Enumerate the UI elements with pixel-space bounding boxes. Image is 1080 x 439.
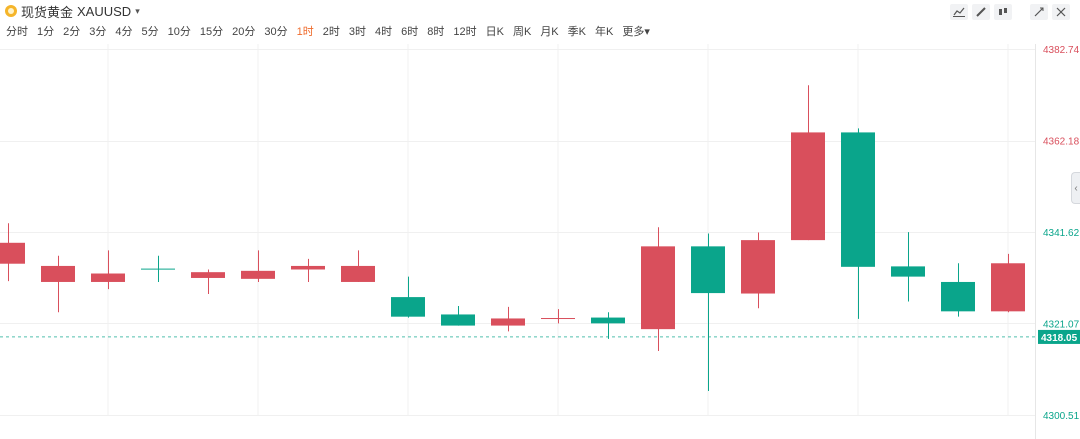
current-price-label: 4318.05	[1041, 333, 1078, 344]
sidebar-toggle[interactable]: ‹	[1071, 172, 1080, 204]
candle-body	[841, 132, 875, 267]
candle-body	[541, 318, 575, 320]
y-axis-label: 4362.18	[1043, 137, 1080, 148]
candle-body	[391, 297, 425, 317]
period-tab[interactable]: 4分	[115, 26, 133, 38]
period-tab[interactable]: 月K	[540, 26, 559, 38]
candle-body	[891, 266, 925, 277]
period-tab[interactable]: 15分	[199, 26, 224, 38]
y-axis-label: 4300.51	[1043, 411, 1080, 422]
period-tab[interactable]: 1时	[296, 26, 314, 38]
candle-body	[341, 265, 375, 282]
symbol-name: 现货黄金	[21, 4, 74, 20]
pen-tool-icon[interactable]	[972, 4, 990, 20]
period-tab[interactable]: 3分	[89, 26, 107, 38]
candle-body	[41, 265, 75, 282]
candle-body	[791, 132, 825, 241]
current-price-badge	[1038, 329, 1080, 344]
period-tab[interactable]: 20分	[232, 26, 256, 38]
period-tab[interactable]: 周K	[512, 26, 532, 38]
period-tab[interactable]: 2分	[63, 26, 81, 38]
period-tab[interactable]: 更多▾	[622, 26, 650, 38]
candle-body	[141, 268, 175, 270]
candle-body	[441, 314, 475, 326]
line-tool-icon[interactable]	[950, 4, 968, 20]
period-tabs: 分时 1分 2分 3分 4分 5分 10分 15分 20分 30分 1时 2时 3时 4时 6时 8时 12时日…	[6, 23, 650, 38]
candle-body	[591, 317, 625, 324]
candle-body	[291, 265, 325, 270]
chevron-down-icon: ▾	[135, 5, 140, 16]
period-tab[interactable]: 30分	[264, 26, 288, 38]
candle-body	[191, 272, 225, 278]
y-axis-label: 4321.07	[1043, 319, 1080, 330]
period-tab[interactable]: 10分	[167, 26, 191, 38]
candle-body	[741, 240, 775, 294]
candle-body	[491, 318, 525, 326]
close-icon[interactable]	[1052, 4, 1070, 20]
candle-body	[941, 281, 975, 312]
chart-header: 现货黄金 XAUUSD ▾	[0, 0, 1080, 22]
period-tab[interactable]: 5分	[141, 26, 159, 38]
period-tab[interactable]: 季K	[567, 26, 586, 38]
period-tab[interactable]: 1分	[37, 26, 55, 38]
candlestick-chart[interactable]: 4382.74 4362.18 4341.62 4321.07 4300.51 4318.…	[0, 44, 1080, 439]
candle-body	[691, 246, 725, 294]
candle-body	[241, 270, 275, 279]
candle-body	[991, 263, 1025, 312]
fullscreen-icon[interactable]	[1030, 4, 1048, 20]
period-tab[interactable]: 2时	[322, 26, 340, 38]
y-axis-label: 4382.74	[1043, 45, 1080, 56]
candle-body	[641, 246, 675, 330]
candle-body	[91, 273, 125, 282]
period-tab[interactable]: 分时	[6, 26, 28, 38]
candle-body	[0, 242, 25, 264]
period-tab[interactable]: 3时	[348, 26, 366, 38]
y-axis-label: 4341.62	[1043, 228, 1080, 239]
chart-toolbar	[950, 4, 1070, 20]
period-tab[interactable]: 8时	[427, 26, 445, 38]
period-tab[interactable]: 日K	[485, 26, 504, 38]
period-tab[interactable]: 年K	[595, 26, 614, 38]
period-tab[interactable]: 12时	[453, 26, 477, 38]
gold-coin-icon	[5, 5, 17, 17]
period-tab[interactable]: 6时	[401, 26, 419, 38]
period-tab[interactable]: 4时	[375, 26, 393, 38]
symbol-code: XAUUSD	[77, 3, 132, 19]
symbol-selector[interactable]: 现货黄金 XAUUSD ▾	[5, 2, 140, 20]
candle-style-icon[interactable]	[994, 4, 1012, 20]
